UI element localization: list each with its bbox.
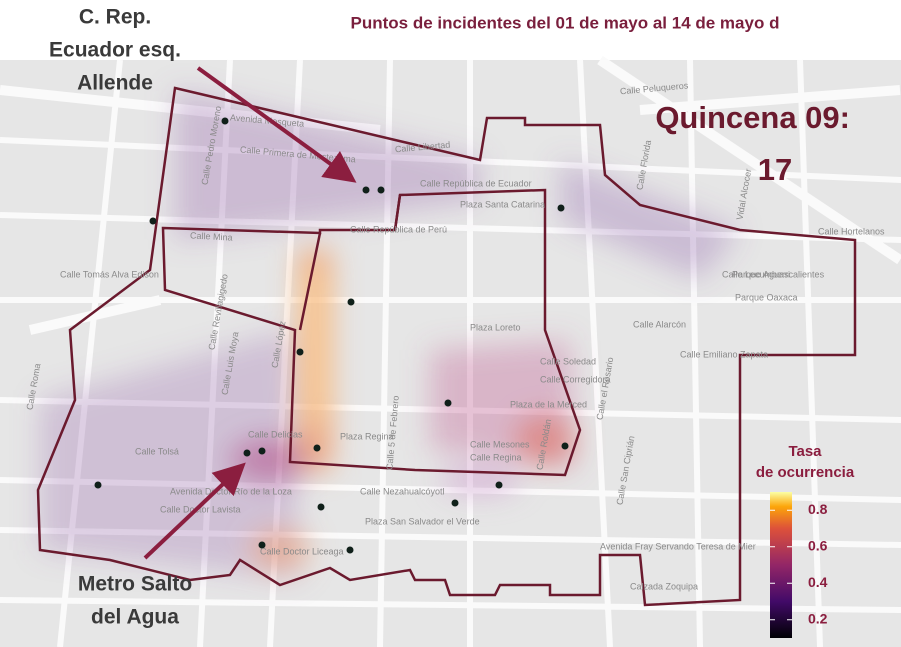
- incident-points: [94, 117, 569, 554]
- street-label: Parque Aguascalientes: [732, 269, 825, 279]
- period-value: 17: [758, 152, 792, 187]
- period-label: Quincena 09:: [655, 100, 850, 135]
- street-label: Calle Nezahualcóyotl: [360, 486, 445, 496]
- annotation: C. Rep.: [79, 6, 151, 29]
- legend-title: de ocurrencia: [756, 464, 855, 481]
- legend-tick-label: 0.2: [808, 610, 828, 626]
- street-label: Calle Mesones: [470, 439, 530, 449]
- title: Puntos de incidentes del 01 de mayo al 1…: [351, 13, 780, 32]
- street-label: Calle Mina: [190, 230, 233, 242]
- street-label: Avenida Doctor Río de la Loza: [170, 486, 292, 496]
- arrows: [143, 66, 357, 560]
- street-label: Avenida Fray Servando Teresa de Mier: [600, 541, 756, 551]
- street-label: Calle Soledad: [540, 356, 596, 366]
- street-label: Calle República de Perú: [350, 224, 447, 234]
- colorbar: [770, 492, 792, 638]
- legend-tick-label: 0.4: [808, 574, 828, 590]
- street-label: Plaza Loreto: [470, 322, 521, 332]
- street-label: Calzada Zoquipa: [630, 581, 698, 591]
- street-label: Calle República de Ecuador: [420, 178, 532, 188]
- street-label: Calle Alarcón: [633, 319, 686, 329]
- street-label: Parque Oaxaca: [735, 292, 798, 302]
- street-label: Calle Regina: [470, 452, 522, 462]
- annotation: Ecuador esq.: [49, 39, 181, 62]
- heat-layer: [40, 90, 740, 580]
- legend-tick-label: 0.6: [808, 537, 828, 553]
- street-label: Calle Tomás Alva Edison: [60, 269, 159, 279]
- street-label: Plaza de la Merced: [510, 399, 587, 409]
- legend: Tasa de ocurrencia 0.2 0.4 0.6 0.8: [756, 443, 855, 638]
- boundary: [36, 86, 857, 607]
- annotation: Allende: [77, 72, 153, 95]
- legend-title: Tasa: [788, 443, 822, 460]
- annotations: C. Rep. Ecuador esq. Allende Metro Salto del…: [49, 6, 192, 629]
- legend-tick-label: 0.8: [808, 501, 828, 517]
- street-label: Calle Doctor Liceaga: [260, 546, 344, 556]
- street-label: Plaza San Salvador el Verde: [365, 516, 480, 526]
- annotation: del Agua: [91, 606, 179, 629]
- street-label: Calle Tolsá: [135, 446, 179, 456]
- annotation: Metro Salto: [78, 573, 192, 596]
- street-label: Plaza Regina: [340, 431, 394, 441]
- street-label: Calle Libertad: [395, 140, 451, 155]
- street-label: Calle Emiliano Zapata: [680, 349, 768, 359]
- street-label: Calle Lecumberri: [722, 269, 790, 279]
- street-label: Calle Corregidora: [540, 374, 611, 384]
- street-label: Calle Doctor Lavista: [160, 504, 241, 514]
- street-label: Plaza Santa Catarina: [460, 199, 545, 209]
- street-label: Calle Delicias: [248, 429, 303, 439]
- street-label: Calle Hortelanos: [818, 226, 885, 236]
